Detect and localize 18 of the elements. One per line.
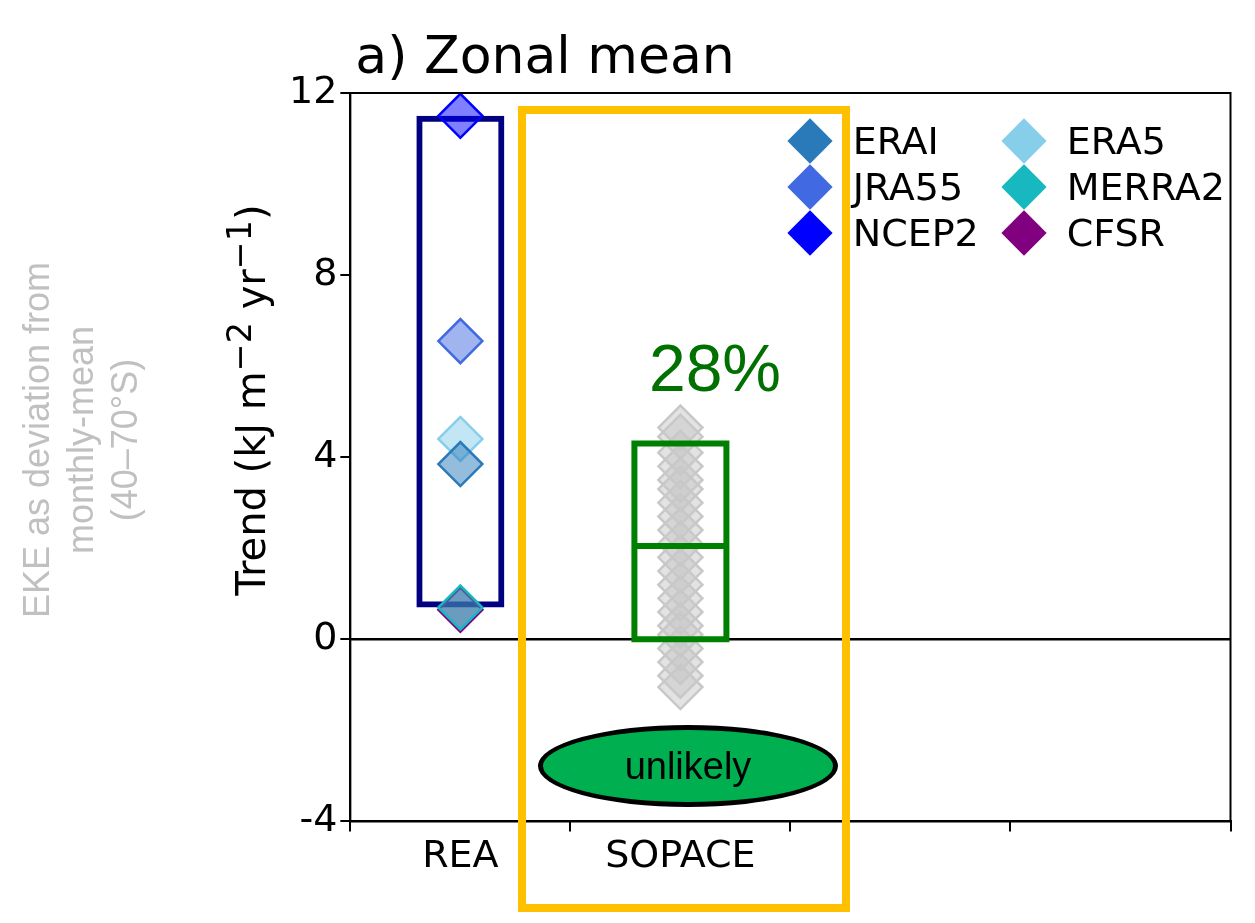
x-tick-label: REA <box>422 832 499 877</box>
legend-label: CFSR <box>1066 211 1166 255</box>
oval-badge: unlikely <box>538 725 838 807</box>
y-tick-label: 4 <box>313 432 338 477</box>
x-tick-label: SOPACE <box>605 832 756 877</box>
chart-title: a) Zonal mean <box>355 25 735 85</box>
legend-label: JRA55 <box>852 165 964 209</box>
y-tick-label: 12 <box>288 67 338 112</box>
annotation: 28% <box>647 330 783 406</box>
y-tick-label: 0 <box>313 614 338 659</box>
text: EKE as deviation from monthly-mean (40–70°S) <box>15 260 146 621</box>
legend-label: NCEP2 <box>852 211 979 255</box>
y-tick-label: -4 <box>299 796 338 841</box>
legend-label: MERRA2 <box>1066 165 1225 209</box>
legend-label: ERAI <box>852 119 939 163</box>
annotation: unlikely <box>624 744 752 788</box>
legend-label: ERA5 <box>1066 119 1166 163</box>
y-tick-label: 8 <box>313 249 338 294</box>
